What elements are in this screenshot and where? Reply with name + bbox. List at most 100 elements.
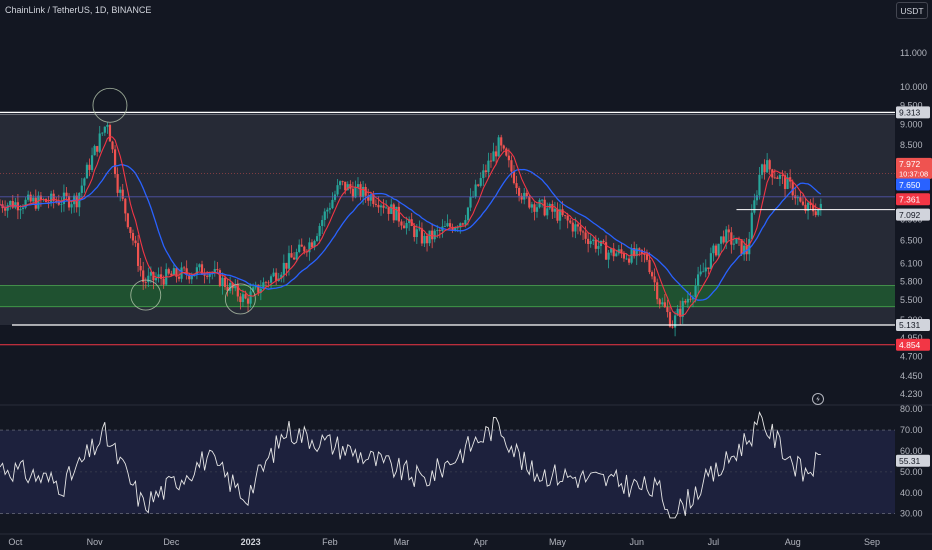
candle [673,315,677,328]
candle [464,220,467,225]
candle [103,126,106,133]
candle [561,209,564,216]
candle [259,288,262,293]
candle [686,298,689,303]
candle [339,181,342,186]
candle [285,262,288,269]
candle [336,185,339,195]
candle [315,236,319,241]
candle [658,299,661,305]
candle [707,267,710,270]
candle [131,233,135,241]
tag-short-level-text: 7.092 [899,210,921,220]
candle [776,177,779,179]
candle [507,155,510,161]
candle [218,270,222,286]
candle [346,184,349,191]
candle [648,259,651,273]
candle [29,194,32,202]
candle [474,184,477,197]
tag-rsi-value-text: 55.31 [899,456,921,466]
candle [451,226,454,231]
candle [612,248,615,257]
candle [236,284,239,297]
candle [773,177,776,179]
candle [725,229,728,243]
tag-short-level: 7.092 [896,208,930,221]
candle [663,302,666,308]
candle [392,204,395,221]
candle [147,275,150,283]
candle [154,277,158,281]
candle [535,207,539,212]
price-axis-tick: 4.700 [900,351,923,361]
candle [633,248,636,257]
candle [804,204,807,212]
candle [638,248,641,250]
candle [799,197,802,202]
price-axis-tick: 6.100 [900,258,923,268]
candle [722,236,725,243]
candle [492,151,495,162]
price-axis-tick: 4.950 [900,333,923,343]
candle [576,224,580,227]
candle [671,326,674,328]
candle [702,271,705,273]
candle [239,296,242,303]
candle [543,199,546,216]
candle [290,253,293,258]
support-zone [0,285,895,307]
time-axis: Oct Nov Dec 2023 Feb Mar Apr May Jun Jul Aug Sep [0,533,932,547]
candle [269,276,273,283]
candle [714,245,718,256]
rsi-axis-tick: 70.00 [900,425,923,435]
time-axis-tick: Jul [708,537,720,547]
tag-ma-slow: 7.650 [896,178,930,191]
candle [553,208,556,212]
candle [717,243,720,256]
highlight-circles [92,87,256,315]
candle [310,242,314,248]
candle [748,239,751,255]
candlestick-series [0,122,822,337]
candle [160,274,163,279]
candle [144,281,147,283]
candle [19,208,22,211]
candle [750,212,753,240]
candle [157,274,160,278]
candle [778,175,782,179]
candle [515,183,518,189]
candle [786,177,789,189]
candle [566,215,569,221]
candle [267,282,270,284]
candle [607,252,610,260]
candle [6,205,9,211]
candle [372,194,375,204]
candle [418,228,421,230]
candle [318,225,321,237]
candle [229,282,232,291]
candle [533,204,536,212]
candle [83,178,86,186]
currency-badge[interactable]: USDT [896,2,928,19]
candle [244,294,247,299]
candle [101,132,104,134]
candle [21,207,25,209]
candle [505,148,508,156]
rsi-axis-tick: 60.00 [900,446,923,456]
tag-ma-slow-text: 7.650 [899,180,921,190]
candle [282,262,285,275]
tag-support-text: 5.131 [899,320,921,330]
candle [374,203,377,205]
candle [727,229,730,233]
time-axis-tick: Mar [394,537,410,547]
tag-ma-fast: 7.361 [896,193,930,206]
price-axis-tick: 5.500 [900,295,923,305]
time-axis-tick: Feb [322,537,338,547]
replay-icon[interactable] [812,393,824,405]
candle [183,267,186,269]
candle [806,202,810,212]
candle [234,284,237,289]
